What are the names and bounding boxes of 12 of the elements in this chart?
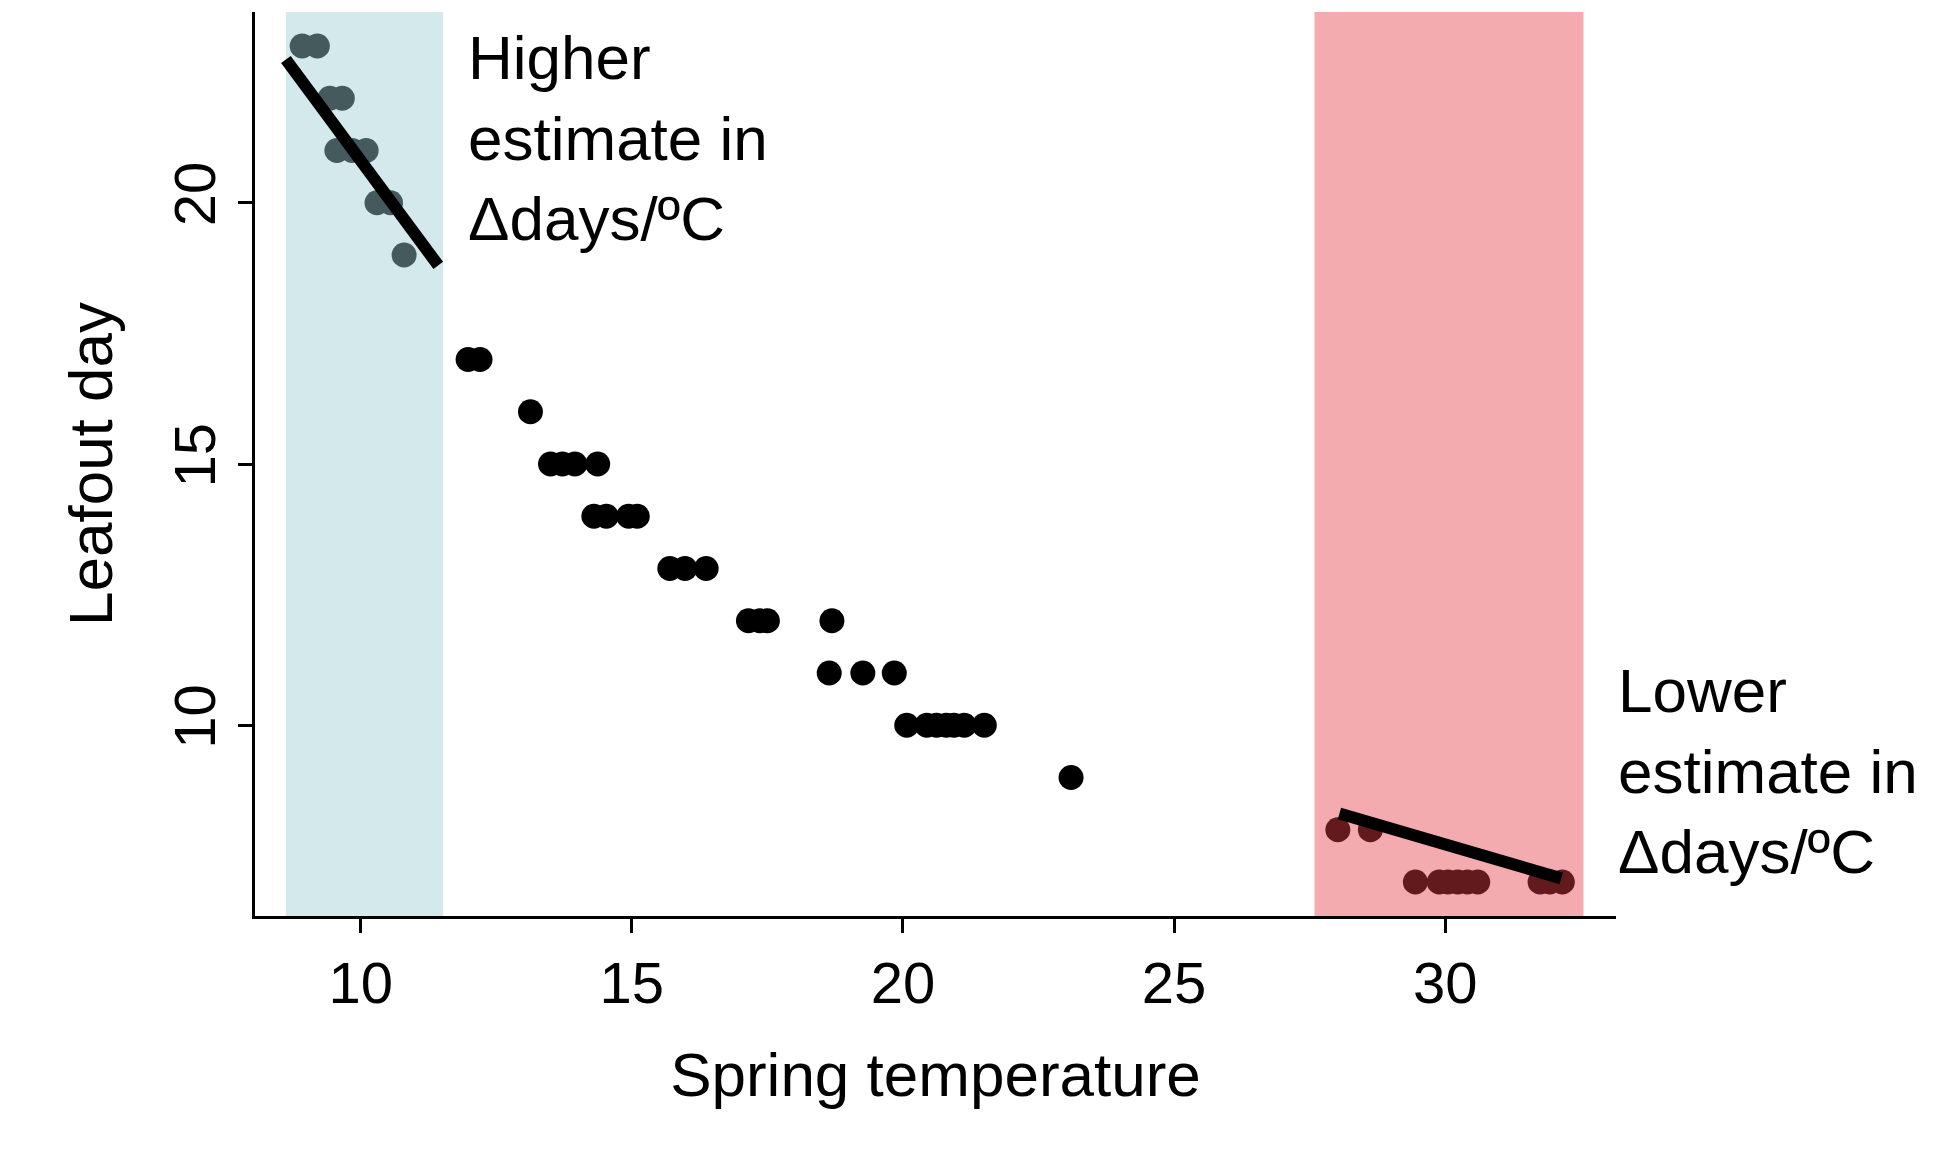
annotation: Higher estimate in Δdays/ºC <box>468 23 768 254</box>
x-axis-title: Spring temperature <box>670 1040 1201 1110</box>
y-axis-title: Leafout day <box>55 301 125 627</box>
text: Lower estimate in Δdays/ºC <box>1618 656 1918 887</box>
x-tick-label: 20 <box>870 949 936 1015</box>
y-tick-label: 15 <box>161 423 227 488</box>
x-tick-label: 10 <box>328 949 393 1015</box>
y-tick-label: 10 <box>161 684 227 749</box>
y-tick-label: 20 <box>161 161 227 227</box>
x-tick-label: 15 <box>599 949 665 1015</box>
x-tick-label: 30 <box>1412 949 1478 1015</box>
x-tick-label: 25 <box>1141 949 1207 1015</box>
